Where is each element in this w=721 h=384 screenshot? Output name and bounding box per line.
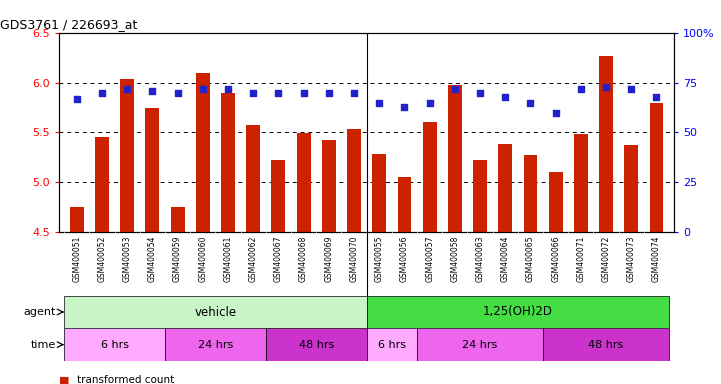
Bar xyxy=(624,146,638,232)
Text: GSM400074: GSM400074 xyxy=(652,235,661,282)
Point xyxy=(172,89,183,96)
Text: GSM400072: GSM400072 xyxy=(601,235,611,282)
Point xyxy=(399,103,410,109)
Bar xyxy=(247,126,260,232)
Text: GSM400063: GSM400063 xyxy=(476,235,485,282)
Text: GSM400054: GSM400054 xyxy=(148,235,157,282)
Point xyxy=(373,99,385,106)
Bar xyxy=(322,141,336,232)
Point xyxy=(525,99,536,106)
Text: 6 hrs: 6 hrs xyxy=(378,339,406,350)
Bar xyxy=(296,134,311,232)
Point xyxy=(247,89,259,96)
Text: 48 hrs: 48 hrs xyxy=(588,339,624,350)
Bar xyxy=(372,154,386,232)
Text: GSM400059: GSM400059 xyxy=(173,235,182,282)
Point xyxy=(273,89,284,96)
Bar xyxy=(266,328,367,361)
Text: GSM400061: GSM400061 xyxy=(224,235,232,282)
Point xyxy=(575,86,587,92)
Text: GSM400068: GSM400068 xyxy=(299,235,308,282)
Text: 24 hrs: 24 hrs xyxy=(462,339,497,350)
Point xyxy=(96,89,107,96)
Point xyxy=(474,89,486,96)
Bar xyxy=(498,144,512,232)
Point xyxy=(550,109,562,116)
Point xyxy=(146,88,158,94)
Bar xyxy=(221,93,235,232)
Text: GSM400053: GSM400053 xyxy=(123,235,132,282)
Text: GSM400051: GSM400051 xyxy=(72,235,81,282)
Bar xyxy=(347,129,361,232)
Bar xyxy=(599,56,613,232)
Bar xyxy=(120,79,134,232)
Text: GDS3761 / 226693_at: GDS3761 / 226693_at xyxy=(0,18,138,31)
Bar xyxy=(650,103,663,232)
Bar xyxy=(397,177,412,232)
Bar xyxy=(171,207,185,232)
Text: 48 hrs: 48 hrs xyxy=(298,339,334,350)
Bar xyxy=(543,328,669,361)
Text: GSM400067: GSM400067 xyxy=(274,235,283,282)
Point xyxy=(121,86,133,92)
Bar xyxy=(574,134,588,232)
Text: GSM400071: GSM400071 xyxy=(576,235,585,282)
Point xyxy=(298,89,309,96)
Text: 1,25(OH)2D: 1,25(OH)2D xyxy=(483,306,553,318)
Text: GSM400060: GSM400060 xyxy=(198,235,208,282)
Bar xyxy=(448,84,461,232)
Text: GSM400052: GSM400052 xyxy=(97,235,107,282)
Point xyxy=(449,86,461,92)
Text: GSM400056: GSM400056 xyxy=(400,235,409,282)
Point xyxy=(222,86,234,92)
Text: transformed count: transformed count xyxy=(77,375,174,384)
Bar xyxy=(146,108,159,232)
Text: 6 hrs: 6 hrs xyxy=(100,339,128,350)
Text: GSM400064: GSM400064 xyxy=(501,235,510,282)
Bar xyxy=(473,161,487,232)
Bar xyxy=(367,296,669,328)
Point xyxy=(626,86,637,92)
Point xyxy=(500,93,511,99)
Text: agent: agent xyxy=(23,307,56,317)
Point xyxy=(651,93,663,99)
Text: vehicle: vehicle xyxy=(195,306,236,318)
Text: GSM400066: GSM400066 xyxy=(551,235,560,282)
Point xyxy=(197,86,208,92)
Text: GSM400062: GSM400062 xyxy=(249,235,257,282)
Text: GSM400070: GSM400070 xyxy=(350,235,358,282)
Point xyxy=(323,89,335,96)
Text: time: time xyxy=(30,339,56,350)
Text: ■: ■ xyxy=(59,375,70,384)
Text: GSM400065: GSM400065 xyxy=(526,235,535,282)
Bar xyxy=(417,328,543,361)
Point xyxy=(601,83,612,89)
Bar xyxy=(70,207,84,232)
Text: 24 hrs: 24 hrs xyxy=(198,339,233,350)
Text: GSM400073: GSM400073 xyxy=(627,235,636,282)
Bar xyxy=(523,156,537,232)
Bar xyxy=(272,161,286,232)
Text: GSM400057: GSM400057 xyxy=(425,235,434,282)
Bar xyxy=(367,328,417,361)
Bar xyxy=(165,328,266,361)
Bar xyxy=(423,122,437,232)
Bar xyxy=(95,137,109,232)
Point xyxy=(424,99,435,106)
Text: GSM400055: GSM400055 xyxy=(375,235,384,282)
Bar xyxy=(64,296,367,328)
Bar xyxy=(196,73,210,232)
Bar xyxy=(549,172,562,232)
Bar xyxy=(64,328,165,361)
Text: GSM400069: GSM400069 xyxy=(324,235,333,282)
Point xyxy=(71,96,82,102)
Point xyxy=(348,89,360,96)
Text: GSM400058: GSM400058 xyxy=(451,235,459,282)
